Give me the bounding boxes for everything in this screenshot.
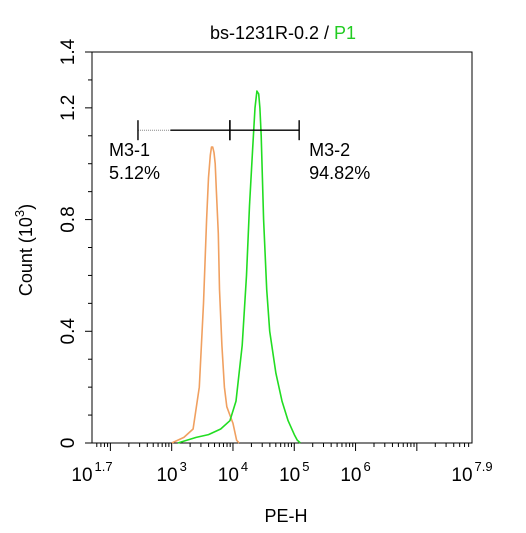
y-axis-title: Count (103) [12, 204, 36, 296]
histogram-series-1 [177, 90, 301, 444]
title-part-1: / [319, 23, 334, 43]
gate-name-0: M3-1 [109, 140, 150, 160]
gate-name-1: M3-2 [309, 140, 350, 160]
x-tick-label-3: 10 5 [279, 459, 309, 486]
chart-title: bs-1231R-0.2 / P1 [210, 23, 356, 43]
title-part-0: bs-1231R-0.2 [210, 23, 319, 43]
gate-percent-0: 5.12% [109, 163, 160, 183]
y-tick-label-3: 1.2 [58, 95, 79, 121]
series-layer [171, 90, 301, 444]
histogram-series-0 [171, 146, 240, 444]
x-axis: 10 1.7 10 3 10 4 10 5 10 6 10 7.9 [71, 443, 493, 486]
gate-layer: M3-1 5.12% M3-2 94.82% [109, 120, 370, 183]
x-tick-label-2: 10 4 [218, 459, 248, 486]
y-axis: 0 0.4 0.8 1.2 1.4 [58, 38, 92, 448]
plot-frame [91, 51, 473, 444]
y-tick-label-0: 0 [58, 438, 79, 449]
x-tick-label-0: 10 1.7 [71, 459, 112, 486]
x-tick-label-5: 10 7.9 [451, 459, 492, 486]
gate-percent-1: 94.82% [309, 163, 370, 183]
x-tick-label-1: 10 3 [156, 459, 186, 486]
x-axis-title: PE-H [264, 506, 307, 526]
y-tick-label-1: 0.4 [58, 318, 79, 345]
y-tick-label-4: 1.4 [58, 38, 79, 65]
y-tick-label-2: 0.8 [58, 206, 79, 232]
x-tick-label-4: 10 6 [340, 459, 370, 486]
plot-border [91, 51, 473, 444]
title-part-2: P1 [334, 23, 356, 43]
